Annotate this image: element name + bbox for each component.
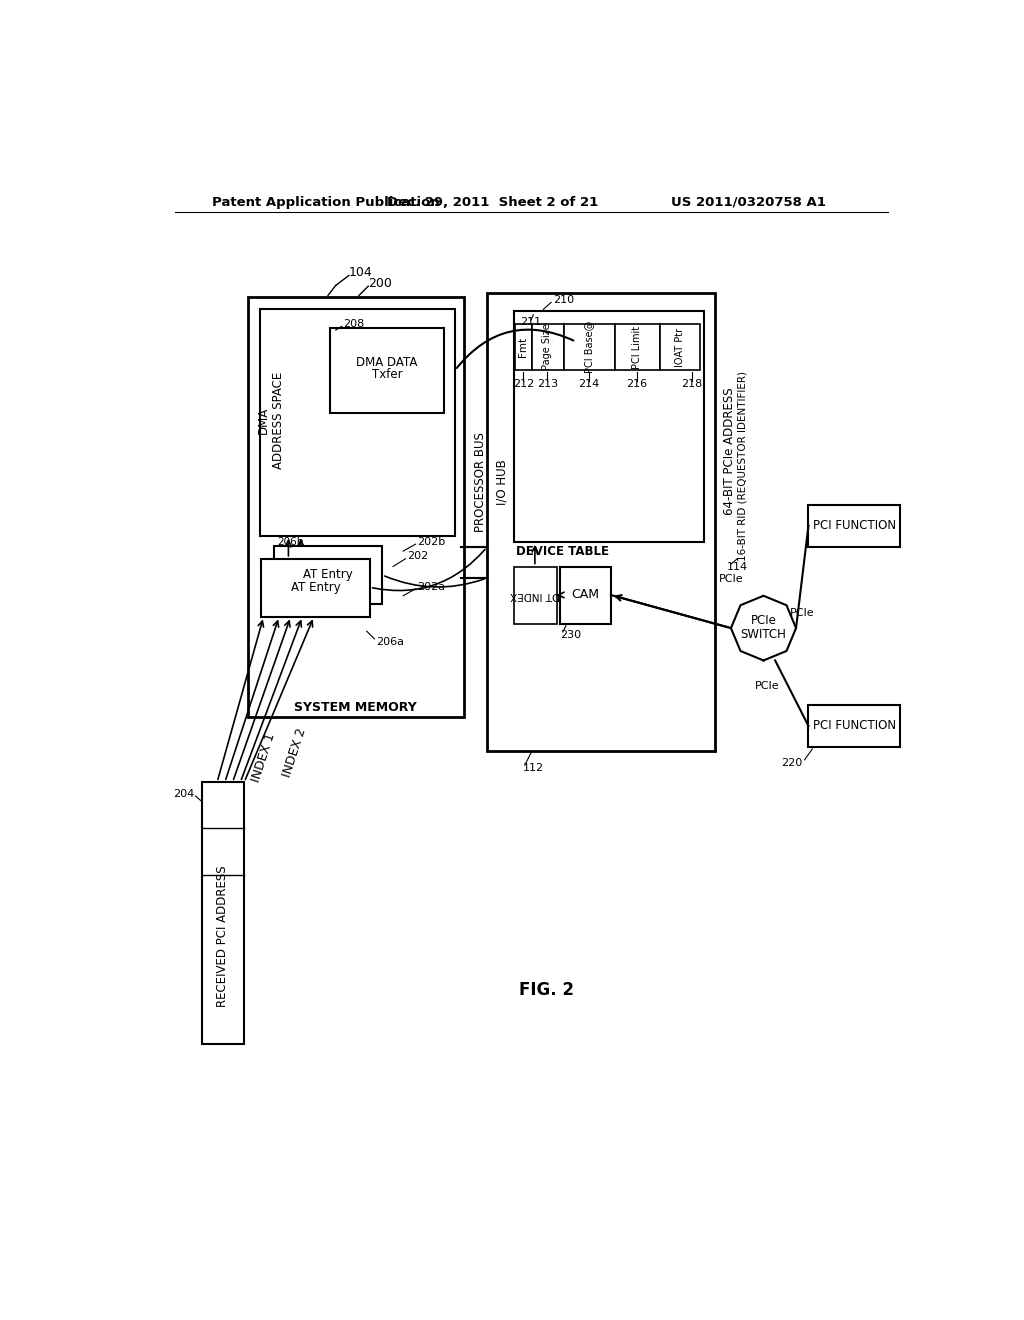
Text: INDEX 1: INDEX 1 [250,731,278,784]
Text: 104: 104 [349,265,373,279]
Text: AT Entry: AT Entry [303,569,353,582]
Text: DT INDEX: DT INDEX [510,590,560,601]
Text: DEVICE TABLE: DEVICE TABLE [515,545,608,557]
Bar [261,558,370,616]
Text: FIG. 2: FIG. 2 [519,981,574,999]
Text: 202: 202 [407,552,428,561]
Text: Fmt: Fmt [518,337,528,358]
Text: RECEIVED PCI ADDRESS: RECEIVED PCI ADDRESS [216,866,229,1007]
Bar [248,297,464,717]
Bar [486,293,716,751]
Text: 213: 213 [537,379,558,389]
Text: IOAT Ptr: IOAT Ptr [675,327,685,367]
Text: PROCESSOR BUS: PROCESSOR BUS [474,432,487,532]
Text: DMA
ADDRESS SPACE: DMA ADDRESS SPACE [257,371,286,469]
Text: Page Size: Page Size [543,323,552,371]
Text: 204: 204 [173,788,194,799]
Text: 218: 218 [682,379,702,389]
Text: US 2011/0320758 A1: US 2011/0320758 A1 [671,195,825,209]
Bar [531,323,563,370]
Text: SWITCH: SWITCH [740,628,786,640]
Text: Txfer: Txfer [372,367,402,380]
Text: INDEX 2: INDEX 2 [281,726,308,779]
Text: 206a: 206a [376,638,404,647]
Text: PCI FUNCTION: PCI FUNCTION [813,519,896,532]
Text: 64-BIT PCIe ADDRESS: 64-BIT PCIe ADDRESS [723,387,736,515]
Bar [330,327,444,412]
Bar [260,309,455,536]
Bar [614,323,659,370]
Text: Patent Application Publication: Patent Application Publication [212,195,439,209]
Text: 208: 208 [343,319,365,329]
Bar [809,705,900,747]
Text: 200: 200 [369,277,392,289]
Text: 16-BIT RID (REQUESTOR IDENTIFIER): 16-BIT RID (REQUESTOR IDENTIFIER) [737,371,748,561]
Bar [514,312,703,543]
Text: 210: 210 [553,296,573,305]
Bar [563,323,614,370]
Text: AT Entry: AT Entry [291,581,340,594]
Text: PCI Base@: PCI Base@ [584,321,594,374]
Text: 216: 216 [627,379,648,389]
Text: SYSTEM MEMORY: SYSTEM MEMORY [295,701,417,714]
Text: DMA DATA: DMA DATA [356,356,418,370]
Text: I/O HUB: I/O HUB [495,459,508,504]
Bar [560,566,611,624]
Text: PCIe: PCIe [719,574,743,583]
Text: 202a: 202a [417,582,445,591]
Text: 230: 230 [560,630,582,640]
Text: Dec. 29, 2011  Sheet 2 of 21: Dec. 29, 2011 Sheet 2 of 21 [387,195,598,209]
Bar [515,323,531,370]
Text: 212: 212 [513,379,534,389]
Text: PCIe: PCIe [755,681,779,690]
Text: CAM: CAM [571,589,599,602]
Text: PCI FUNCTION: PCI FUNCTION [813,719,896,733]
Bar [514,566,557,624]
Text: PCIe: PCIe [790,607,814,618]
Text: 214: 214 [579,379,600,389]
Polygon shape [731,595,796,660]
Text: 114: 114 [727,561,749,572]
Text: 112: 112 [523,763,545,774]
Text: PCIe: PCIe [751,614,776,627]
Bar [273,546,382,605]
Text: 202b: 202b [417,537,445,546]
Text: 220: 220 [781,758,802,768]
Bar [659,323,700,370]
Text: 211: 211 [520,317,542,327]
Text: 206b: 206b [276,537,303,546]
Bar [202,781,245,1044]
Text: PCI Limit: PCI Limit [632,326,642,368]
Bar [809,504,900,548]
